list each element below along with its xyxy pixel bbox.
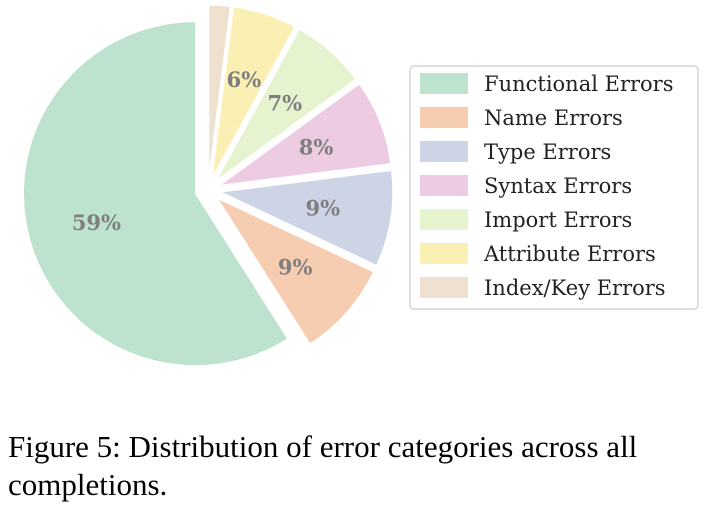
legend-swatch [420, 277, 468, 298]
legend-label: Attribute Errors [483, 242, 656, 266]
pie-value-label: 9% [305, 196, 340, 221]
legend-label: Name Errors [484, 106, 623, 130]
pie-slice-functional-errors [23, 21, 289, 367]
legend: Functional Errors Name Errors Type Errors S… [409, 65, 699, 310]
legend-label: Import Errors [484, 208, 632, 232]
pie-value-labels: 59% 9% 9% 8% 7%6% [72, 67, 340, 279]
pie-slice-index-key-errors [208, 4, 231, 178]
legend-frame [409, 65, 699, 310]
pie-slice-name-errors [216, 197, 375, 345]
pie-slice-type-errors [219, 169, 394, 266]
pie-value-label: 8% [299, 135, 334, 160]
pie-slice-attribute-errors [211, 6, 296, 178]
legend-label: Syntax Errors [484, 174, 632, 198]
legend-swatch [420, 73, 468, 94]
pie-slice-import-errors [216, 28, 357, 181]
pie-chart: 59% 9% 9% 8% 7%6% Functional Errors Name Erro… [23, 4, 699, 367]
pie-value-label: 59% [72, 210, 121, 235]
figure-caption: Figure 5: Distribution of error categori… [8, 429, 638, 502]
legend-swatch [420, 141, 468, 162]
legend-swatch [420, 243, 468, 264]
legend-label: Functional Errors [484, 72, 673, 96]
pie-slices [23, 4, 394, 367]
legend-label: Type Errors [484, 140, 611, 164]
legend-swatch [420, 107, 468, 128]
pie-value-label: 6% [227, 67, 262, 92]
pie-value-label: 7% [268, 90, 303, 115]
legend-swatch [420, 209, 468, 230]
pie-slice-syntax-errors [219, 83, 392, 186]
legend-swatch [420, 175, 468, 196]
legend-label: Index/Key Errors [484, 276, 666, 300]
pie-value-label: 9% [278, 254, 313, 279]
